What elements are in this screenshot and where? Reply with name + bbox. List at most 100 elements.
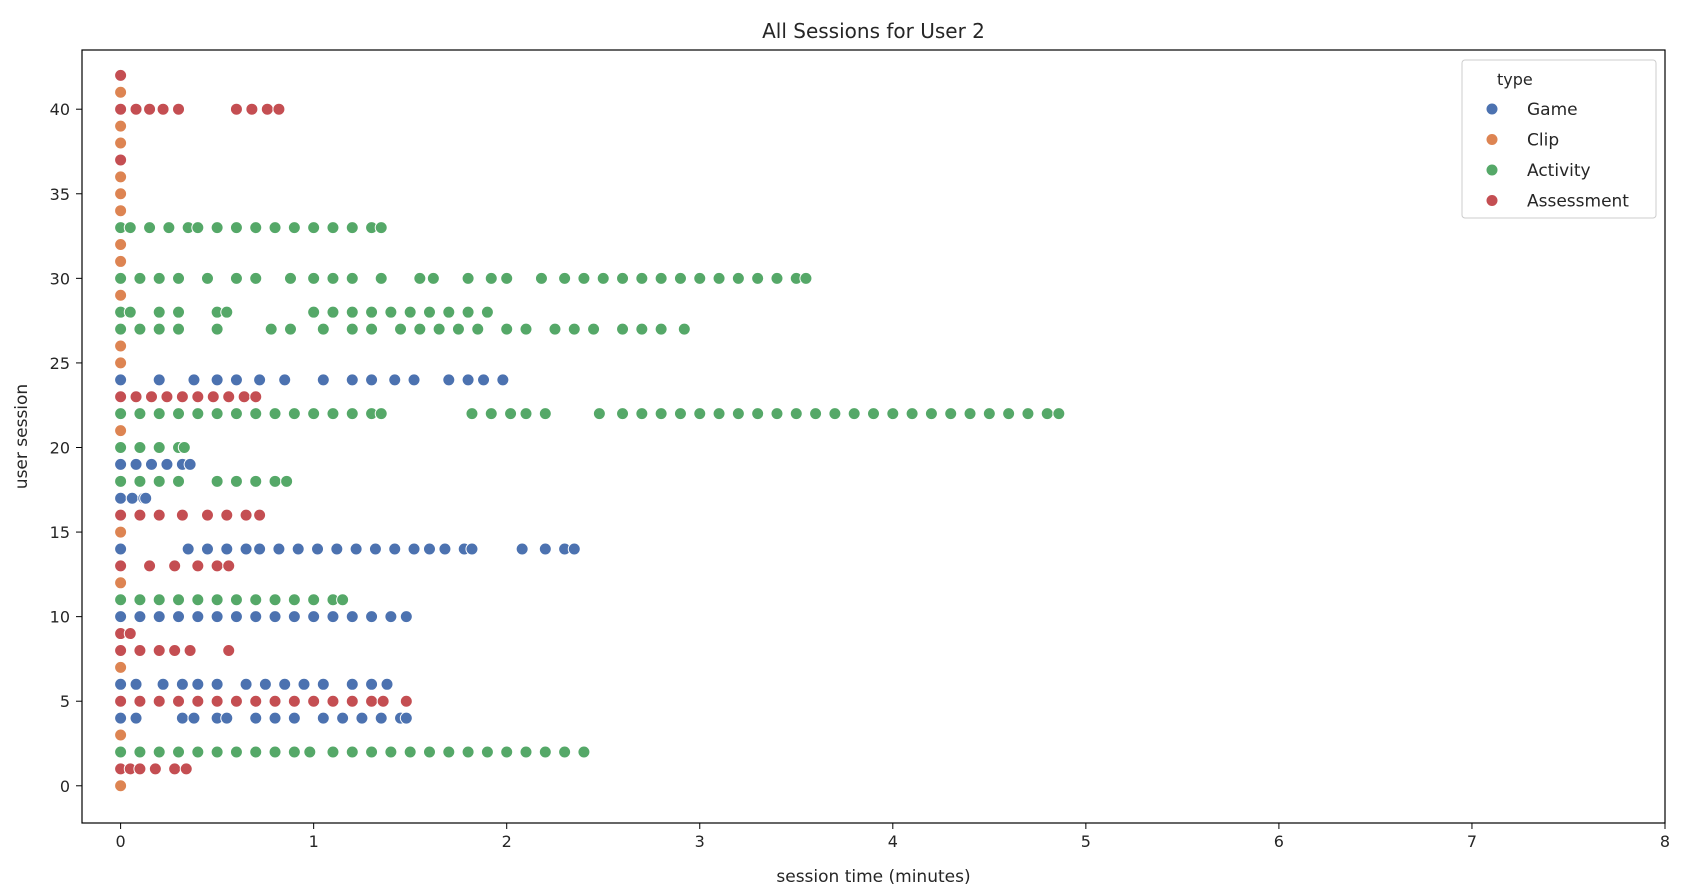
data-point-activity [210, 745, 224, 759]
data-point-activity [519, 745, 533, 759]
data-point-assessment [253, 508, 267, 522]
data-point-clip [114, 576, 128, 590]
data-point-assessment [183, 643, 197, 657]
data-point-game [114, 491, 128, 505]
data-point-game [229, 373, 243, 387]
data-point-game [114, 373, 128, 387]
data-point-activity [220, 305, 234, 319]
data-point-game [268, 610, 282, 624]
data-point-assessment [152, 643, 166, 657]
data-point-activity [500, 745, 514, 759]
data-point-game [239, 677, 253, 691]
x-tick-label: 3 [695, 832, 705, 851]
data-point-activity [471, 322, 485, 336]
data-point-activity [673, 407, 687, 421]
legend-marker-activity [1485, 163, 1499, 177]
series-assessment [114, 68, 413, 776]
data-point-activity [114, 407, 128, 421]
data-point-assessment [345, 694, 359, 708]
data-point-game [210, 677, 224, 691]
legend-marker-assessment [1485, 194, 1499, 207]
data-point-activity [384, 745, 398, 759]
data-point-assessment [239, 508, 253, 522]
data-point-activity [654, 407, 668, 421]
data-point-game [129, 711, 143, 725]
data-point-activity [577, 745, 591, 759]
data-point-activity [654, 322, 668, 336]
data-point-activity [905, 407, 919, 421]
data-point-assessment [143, 102, 157, 116]
data-point-activity [345, 745, 359, 759]
data-point-game [538, 542, 552, 556]
legend-title: type [1497, 70, 1533, 89]
data-point-game [278, 677, 292, 691]
data-point-activity [693, 407, 707, 421]
data-point-assessment [133, 508, 147, 522]
data-point-assessment [114, 102, 128, 116]
data-point-activity [345, 322, 359, 336]
data-point-game [152, 610, 166, 624]
data-point-activity [577, 271, 591, 285]
legend-label-assessment: Assessment [1527, 192, 1629, 212]
data-point-activity [114, 271, 128, 285]
data-point-game [187, 711, 201, 725]
data-point-assessment [160, 390, 174, 404]
data-point-game [407, 542, 421, 556]
data-point-activity [307, 593, 321, 607]
data-point-activity [519, 322, 533, 336]
data-point-activity [616, 407, 630, 421]
x-tick-label: 0 [116, 832, 126, 851]
data-point-activity [307, 305, 321, 319]
data-point-activity [403, 305, 417, 319]
data-point-activity [114, 474, 128, 488]
data-point-activity [114, 745, 128, 759]
data-point-activity [191, 407, 205, 421]
data-point-activity [480, 305, 494, 319]
data-point-assessment [307, 694, 321, 708]
data-point-activity [210, 407, 224, 421]
data-point-game [125, 491, 139, 505]
data-point-activity [635, 407, 649, 421]
data-point-activity [944, 407, 958, 421]
y-tick-label: 30 [50, 269, 70, 288]
data-point-game [249, 610, 263, 624]
data-point-activity [751, 407, 765, 421]
data-point-activity [210, 593, 224, 607]
data-point-activity [465, 407, 479, 421]
data-point-assessment [133, 694, 147, 708]
data-point-game [129, 457, 143, 471]
x-tick-label: 5 [1081, 832, 1091, 851]
data-point-assessment [144, 390, 158, 404]
data-point-assessment [229, 694, 243, 708]
data-point-activity [249, 271, 263, 285]
data-point-activity [172, 593, 186, 607]
data-point-activity [731, 271, 745, 285]
data-point-game [291, 542, 305, 556]
data-point-activity [924, 407, 938, 421]
data-point-game [345, 373, 359, 387]
data-point-assessment [237, 390, 251, 404]
data-point-activity [365, 305, 379, 319]
data-point-activity [365, 745, 379, 759]
data-point-assessment [114, 508, 128, 522]
data-point-activity [133, 322, 147, 336]
data-point-activity [538, 745, 552, 759]
data-point-assessment [326, 694, 340, 708]
data-point-activity [596, 271, 610, 285]
data-point-activity [283, 271, 297, 285]
data-point-game [287, 711, 301, 725]
data-point-activity [200, 271, 214, 285]
data-point-assessment [114, 643, 128, 657]
data-point-activity [712, 271, 726, 285]
data-point-activity [1052, 407, 1066, 421]
data-point-activity [461, 271, 475, 285]
y-tick-label: 5 [60, 692, 70, 711]
data-point-assessment [179, 762, 193, 776]
data-point-activity [307, 271, 321, 285]
data-point-assessment [168, 762, 182, 776]
y-tick-label: 10 [50, 608, 70, 627]
data-point-assessment [175, 390, 189, 404]
data-point-activity [229, 407, 243, 421]
data-point-activity [268, 593, 282, 607]
data-point-activity [519, 407, 533, 421]
